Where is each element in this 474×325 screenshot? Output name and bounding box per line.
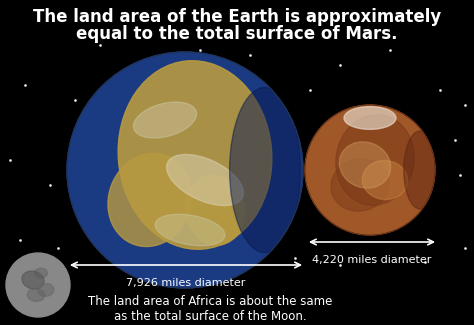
Ellipse shape xyxy=(38,283,54,296)
Ellipse shape xyxy=(35,268,47,278)
Ellipse shape xyxy=(336,115,414,205)
Text: 4,220 miles diameter: 4,220 miles diameter xyxy=(312,255,432,265)
Circle shape xyxy=(305,105,435,235)
Ellipse shape xyxy=(108,153,192,247)
Text: as the total surface of the Moon.: as the total surface of the Moon. xyxy=(114,310,306,323)
Ellipse shape xyxy=(27,289,45,301)
Circle shape xyxy=(67,52,303,288)
Ellipse shape xyxy=(229,87,301,253)
Text: The land area of Africa is about the same: The land area of Africa is about the sam… xyxy=(88,295,332,308)
Ellipse shape xyxy=(22,271,44,289)
Ellipse shape xyxy=(133,102,197,138)
Ellipse shape xyxy=(344,107,396,129)
Ellipse shape xyxy=(118,61,272,249)
Ellipse shape xyxy=(331,159,389,211)
Ellipse shape xyxy=(362,161,408,200)
Ellipse shape xyxy=(339,142,391,188)
Ellipse shape xyxy=(155,214,225,246)
Text: equal to the total surface of Mars.: equal to the total surface of Mars. xyxy=(76,25,398,43)
Ellipse shape xyxy=(185,175,245,245)
Circle shape xyxy=(6,253,70,317)
Ellipse shape xyxy=(166,154,244,206)
Text: The land area of the Earth is approximately: The land area of the Earth is approximat… xyxy=(33,8,441,26)
Ellipse shape xyxy=(404,131,436,209)
Text: 7,926 miles diameter: 7,926 miles diameter xyxy=(126,278,246,288)
